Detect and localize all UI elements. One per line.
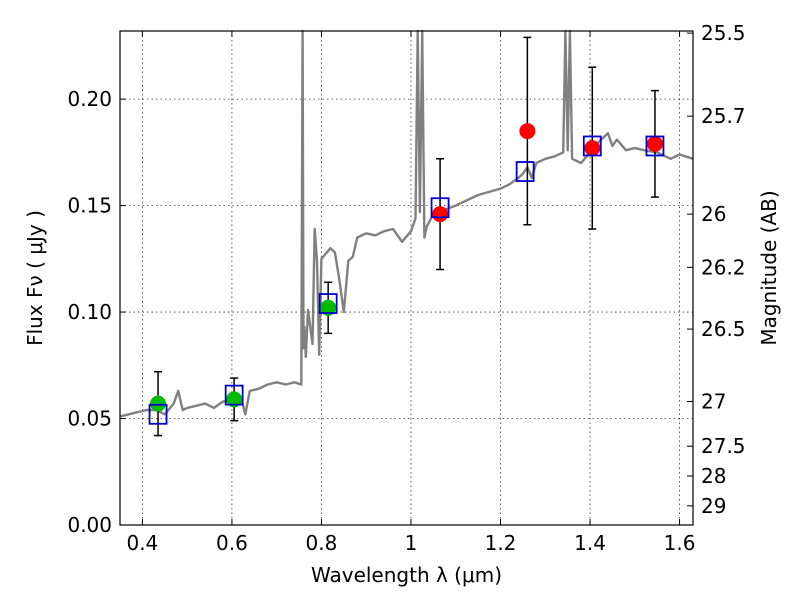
data-point-circle: [432, 206, 449, 223]
right-tick-label: 25.5: [701, 21, 746, 45]
model-point-square: [224, 384, 244, 406]
ticks-layer: 0.4 0.6 0.8 1 1.2 1.4 1.6 0.00 0.05 0.10 0.15 0.20 2…: [67, 21, 745, 555]
model-point-square: [318, 293, 338, 314]
data-point-circle: [519, 123, 536, 140]
data-point-circle: [226, 391, 243, 408]
data-point-circle: [584, 140, 601, 157]
data-point-circle: [320, 299, 337, 316]
x-tick-label: 1.2: [485, 531, 517, 555]
x-tick-label: 1.6: [664, 531, 696, 555]
model-point-square: [582, 135, 602, 157]
y-tick-label: 0.20: [67, 87, 112, 111]
y-tick-label: 0.00: [67, 513, 112, 537]
x-tick-label: 0.6: [216, 531, 248, 555]
model-point-square: [645, 135, 665, 157]
model-point-square: [515, 161, 535, 182]
data-point-circle: [646, 135, 663, 152]
x-tick-label: 0.8: [306, 531, 338, 555]
right-tick-label: 27: [701, 390, 726, 414]
points-layer: [148, 123, 665, 425]
right-tick-label: 27.5: [701, 434, 746, 458]
y-tick-label: 0.05: [67, 407, 112, 431]
y-tick-label: 0.15: [67, 194, 112, 218]
model-point-square: [148, 403, 168, 425]
x-tick-label: 1: [405, 531, 418, 555]
model-point-square: [430, 197, 450, 219]
right-tick-label: 25.7: [701, 104, 746, 128]
x-tick-label: 1.4: [574, 531, 606, 555]
right-tick-label: 26: [701, 202, 726, 226]
right-tick-label: 26.2: [701, 255, 746, 279]
right-tick-label: 29: [701, 494, 726, 518]
grid-layer: [120, 31, 693, 526]
y-tick-label: 0.10: [67, 300, 112, 324]
y-axis-label: Flux Fν ( μJy ): [23, 210, 47, 346]
right-axis-label: Magnitude (AB): [757, 190, 781, 345]
model-spectrum-line: [119, 29, 694, 418]
right-tick-label: 28: [701, 464, 726, 488]
plot-frame: [119, 30, 694, 526]
spectrum-layer: [119, 29, 694, 418]
right-tick-label: 26.5: [701, 317, 746, 341]
x-tick-label: 0.4: [126, 531, 158, 555]
data-point-circle: [150, 395, 167, 412]
x-axis-label: Wavelength λ (μm): [311, 563, 502, 587]
